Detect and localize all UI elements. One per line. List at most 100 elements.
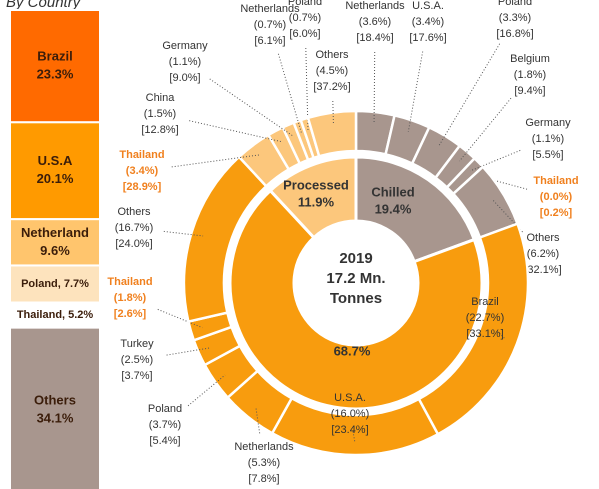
segment-label: Netherlands	[345, 0, 405, 12]
leader-line	[166, 347, 210, 356]
segment-label: (3.7%)	[149, 419, 181, 431]
bar-label: Poland, 7.7%	[21, 278, 89, 290]
bar-label: U.S.A	[38, 153, 73, 168]
outer-segment	[306, 109, 358, 158]
center-text: Tonnes	[330, 290, 382, 307]
segment-label: [37.2%]	[313, 81, 350, 93]
leader-line	[492, 199, 523, 233]
bar-value: 23.3%	[37, 67, 74, 82]
segment-label: (2.5%)	[121, 354, 153, 366]
segment-label: Poland	[288, 0, 322, 8]
segment-label: [12.8%]	[141, 124, 178, 136]
segment-label: (1.8%)	[114, 292, 147, 304]
segment-label: (1.1%)	[532, 133, 564, 145]
segment-label: Others	[526, 232, 560, 244]
segment-label: [23.4%]	[331, 424, 368, 436]
leader-line	[189, 120, 282, 143]
leader-line	[352, 431, 356, 444]
segment-label: [6.1%]	[254, 35, 285, 47]
segment-label: Netherlands	[240, 3, 300, 15]
category-label: Chilled	[371, 184, 414, 199]
segment-label: [33.1%]	[466, 328, 503, 340]
leader-line	[209, 78, 294, 137]
segment-label: [17.6%]	[409, 32, 446, 44]
bar-label: Others	[34, 392, 76, 407]
leader-line	[407, 51, 424, 132]
segment-label: (3.6%)	[359, 16, 391, 28]
segment-label: (4.5%)	[316, 65, 348, 77]
segment-label: (16.7%)	[115, 222, 154, 234]
bar-value: 9.6%	[40, 243, 70, 258]
segment-label: (3.4%)	[126, 165, 159, 177]
bar-label-name: Poland,	[21, 278, 61, 290]
segment-label: Poland	[498, 0, 532, 8]
leader-line	[277, 53, 302, 133]
segment-label: Brazil	[471, 296, 499, 308]
bar-label: Thailand, 5.2%	[17, 309, 94, 321]
segment-label: China	[146, 92, 176, 104]
segment-label: (5.3%)	[248, 457, 280, 469]
segment-label: (1.1%)	[169, 56, 201, 68]
segment-label: [5.4%]	[149, 435, 180, 447]
segment-label: [0.2%]	[540, 207, 573, 219]
segment-label: (1.8%)	[514, 69, 546, 81]
segment-label: [24.0%]	[115, 238, 152, 250]
category-value: 68.7%	[334, 343, 371, 358]
segment-label: Thailand	[107, 276, 152, 288]
segment-label: (3.4%)	[412, 16, 444, 28]
center-text: 17.2 Mn.	[326, 270, 385, 287]
bar-label-value: 5.2%	[68, 309, 93, 321]
segment-label: (0.7%)	[254, 19, 286, 31]
segment-label: (22.7%)	[466, 312, 505, 324]
leader-line	[332, 100, 334, 125]
center-text: 2019	[339, 250, 372, 267]
segment-label: (0.0%)	[540, 191, 573, 203]
category-value: 11.9%	[298, 194, 335, 209]
segment-label: [28.9%]	[123, 181, 162, 193]
leader-line	[497, 330, 507, 340]
leader-line	[187, 374, 226, 407]
segment-label: Others	[315, 49, 349, 61]
category-label: Processed	[283, 177, 349, 192]
bar-label-value: 7.7%	[64, 278, 89, 290]
segment-label: Turkey	[120, 338, 154, 350]
segment-label: [7.8%]	[248, 473, 279, 485]
segment-label: Germany	[525, 117, 571, 129]
bar-title: By Country	[6, 0, 82, 11]
leader-line	[438, 43, 501, 147]
segment-label: Belgium	[510, 53, 550, 65]
segment-label: Thailand	[119, 149, 164, 161]
bar-segment	[9, 121, 101, 221]
segment-label: (16.0%)	[331, 408, 370, 420]
segment-label: Poland	[148, 403, 182, 415]
segment-label: (3.3%)	[499, 12, 531, 24]
bar-label: Brazil	[37, 49, 72, 64]
segment-label: [16.8%]	[496, 28, 533, 40]
segment-label: [5.5%]	[532, 149, 563, 161]
segment-label: (6.2%)	[527, 248, 559, 260]
segment-label: [9.4%]	[514, 85, 545, 97]
segment-label: U.S.A.	[334, 392, 366, 404]
leader-line	[255, 407, 261, 434]
bar-segment	[9, 9, 101, 124]
bar-segment	[9, 326, 101, 489]
segment-label: [9.0%]	[169, 72, 200, 84]
leader-line	[459, 97, 512, 162]
segment-label: [32.1%]	[524, 264, 561, 276]
bar-value: 20.1%	[37, 171, 74, 186]
bar-segment	[9, 218, 101, 267]
segment-label: [18.4%]	[356, 32, 393, 44]
category-value: 19.4%	[375, 201, 412, 216]
leader-line	[163, 230, 204, 237]
bar-label-name: Thailand,	[17, 309, 65, 321]
segment-label: [2.6%]	[114, 308, 147, 320]
segment-label: Netherlands	[234, 441, 294, 453]
segment-label: Thailand	[533, 175, 578, 187]
bar-value: 34.1%	[37, 410, 74, 425]
segment-label: (0.7%)	[289, 12, 321, 24]
center-hole	[294, 221, 418, 345]
segment-label: U.S.A.	[412, 0, 444, 12]
bar-label: Netherland	[21, 225, 89, 240]
segment-label: [6.0%]	[289, 28, 320, 40]
